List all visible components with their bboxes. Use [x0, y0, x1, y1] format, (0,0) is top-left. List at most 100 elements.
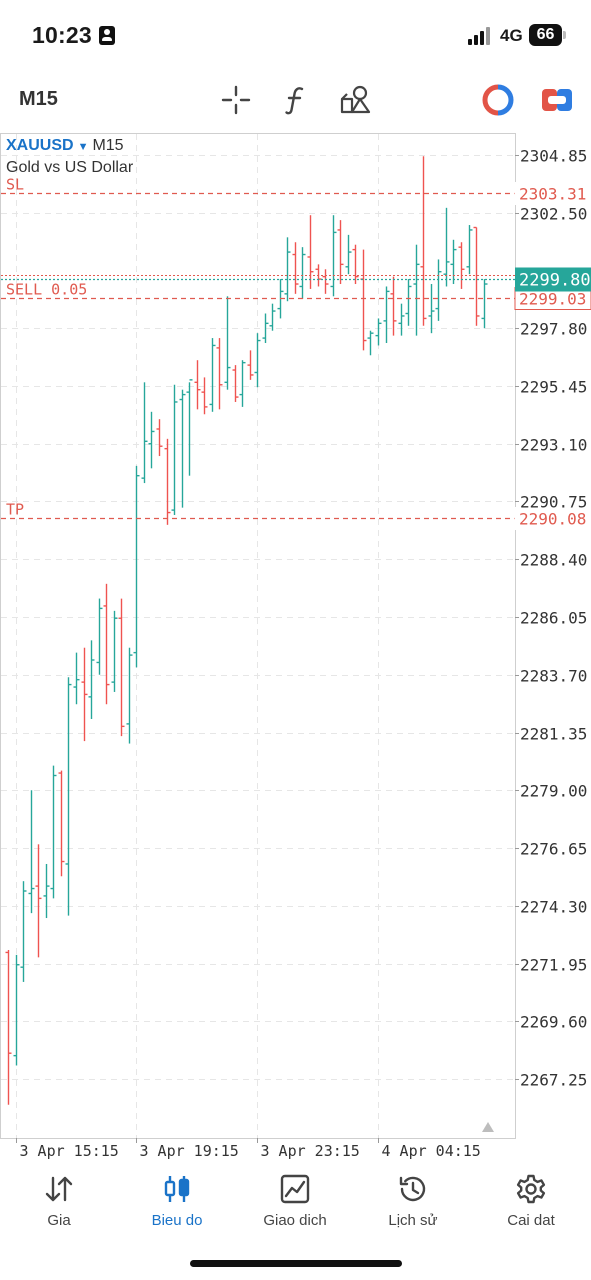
ohlc-bar [428, 284, 435, 334]
ohlc-bar [398, 303, 405, 336]
scroll-end-icon [482, 1122, 494, 1132]
ohlc-bar [28, 790, 35, 914]
nav-item-trade[interactable]: Giao dich [236, 1165, 354, 1245]
crosshair-icon[interactable] [218, 82, 254, 118]
nav-label-quotes: Gia [47, 1212, 71, 1229]
ohlc-bar [262, 313, 269, 343]
time-tick-label: 3 Apr 15:15 [20, 1142, 119, 1160]
ohlc-bar [330, 215, 337, 297]
ohlc-bar [111, 610, 118, 692]
nav-label-history: Lịch sử [388, 1212, 438, 1229]
ohlc-bar [118, 598, 125, 737]
ohlc-bar [65, 677, 72, 916]
time-tick-label: 4 Apr 04:15 [382, 1142, 481, 1160]
history-clock-icon [399, 1176, 426, 1202]
ohlc-bar [88, 640, 95, 719]
ohlc-bar [126, 647, 133, 744]
price-tick-label: 2281.35 [520, 725, 587, 744]
nav-label-chart: Bieu do [151, 1212, 203, 1229]
ohlc-bar [13, 954, 20, 1066]
symbol-timeframe: M15 [92, 137, 124, 154]
ohlc-bar [458, 242, 465, 289]
ohlc-bar [352, 244, 359, 285]
price-axis: 2304.85 2302.50 2297.80 2295.45 2293.10 2290.… [515, 147, 587, 1090]
ohlc-bar [141, 382, 148, 484]
ohlc-bar [435, 259, 442, 321]
cellular-signal-icon [468, 27, 492, 45]
ohlc-bar [20, 881, 27, 982]
price-tick-label: 2274.30 [520, 898, 587, 917]
trade-graph-icon [280, 1174, 310, 1204]
price-tick-label: 2293.10 [520, 436, 587, 455]
nav-item-chart[interactable]: Bieu do [118, 1165, 236, 1245]
nav-item-history[interactable]: Lịch sử [354, 1165, 472, 1245]
timeframe-button[interactable]: M15 [19, 88, 58, 110]
ohlc-bar [383, 286, 390, 343]
home-indicator [190, 1260, 402, 1267]
ohlc-bar [375, 318, 382, 346]
ohlc-bar [156, 419, 163, 457]
ohlc-bar [171, 384, 178, 516]
ohlc-bar [148, 411, 155, 469]
sell-order-price: 2299.03 [519, 290, 586, 309]
price-tick-label: 2288.40 [520, 551, 587, 570]
take-profit-label: TP [6, 501, 24, 519]
ohlc-bar [420, 156, 427, 326]
symbol-header[interactable]: XAUUSD ▼ M15 [6, 137, 124, 155]
price-tick-label: 2304.85 [520, 147, 587, 166]
ohlc-bar [35, 844, 42, 958]
nav-item-settings[interactable]: Cai dat [472, 1165, 590, 1245]
symbol-description: Gold vs US Dollar [6, 159, 134, 176]
ohlc-bar [232, 365, 239, 402]
ohlc-bar [390, 276, 397, 336]
one-click-trading-icon[interactable] [480, 82, 516, 118]
stop-loss-price: 2303.31 [519, 185, 586, 204]
take-profit-price-box [514, 507, 591, 530]
nav-label-settings: Cai dat [507, 1212, 555, 1229]
function-icon[interactable] [278, 82, 314, 118]
ohlc-bar [201, 377, 208, 415]
chart-candles-icon [164, 1176, 190, 1202]
price-tick-label: 2290.75 [520, 493, 587, 512]
ohlc-bar [284, 237, 291, 302]
ohlc-bar [360, 249, 367, 351]
ohlc-bar [307, 215, 314, 289]
price-tick-label: 2302.50 [520, 205, 587, 224]
ohlc-bar [186, 379, 193, 476]
symbol-name[interactable]: XAUUSD [6, 137, 74, 154]
ohlc-bar [345, 234, 352, 275]
ohlc-bar [164, 438, 171, 525]
time-tick-label: 3 Apr 19:15 [140, 1142, 239, 1160]
quotes-arrows-icon [45, 1176, 73, 1202]
ohlc-bar [367, 330, 374, 356]
sell-order-label: SELL 0.05 [6, 281, 87, 299]
price-tick-label: 2271.95 [520, 956, 587, 975]
ohlc-bar [473, 226, 480, 326]
price-tick-label: 2267.25 [520, 1071, 587, 1090]
settings-gear-icon [516, 1174, 546, 1204]
price-chart[interactable]: SL 2303.31 SELL 0.05 2299.03 TP 2290.08 2299.8… [0, 130, 591, 1165]
battery-tip [563, 31, 566, 39]
bid-price-box [515, 267, 591, 292]
price-tick-label: 2297.80 [520, 320, 587, 339]
price-tick-label: 2283.70 [520, 667, 587, 686]
ohlc-bar [58, 770, 65, 877]
status-bar: 10:23 4G 66 [0, 0, 591, 72]
ohlc-bar [133, 465, 140, 668]
time-tick-label: 3 Apr 23:15 [261, 1142, 360, 1160]
ohlc-bar [50, 765, 57, 899]
battery-icon: 66 [529, 24, 562, 46]
ohlc-bar [209, 338, 216, 412]
ohlc-bar [179, 389, 186, 508]
ohlc-bar [443, 207, 450, 287]
time-axis: 3 Apr 15:15 3 Apr 19:15 3 Apr 23:15 4 Apr 0… [16, 1122, 494, 1160]
ohlc-bar [405, 279, 412, 326]
stop-loss-price-box [514, 182, 591, 205]
objects-icon[interactable] [338, 82, 374, 118]
caret-down-icon[interactable]: ▼ [77, 141, 89, 153]
ohlc-bar [194, 360, 201, 410]
price-tick-label: 2276.65 [520, 840, 587, 859]
trade-panel-icon[interactable] [539, 82, 575, 118]
nav-item-quotes[interactable]: Gia [0, 1165, 118, 1245]
chart-canvas[interactable]: SL 2303.31 SELL 0.05 2299.03 TP 2290.08 2299.8… [0, 130, 591, 1165]
